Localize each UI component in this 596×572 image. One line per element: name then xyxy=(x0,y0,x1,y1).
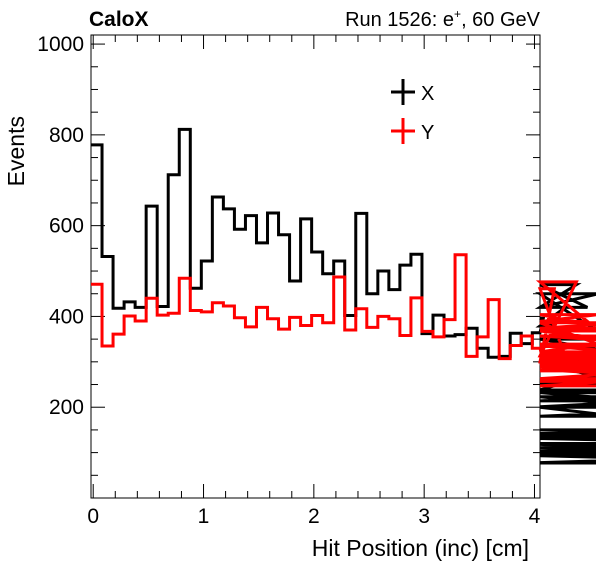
y-tick-label: 1000 xyxy=(37,33,84,56)
legend-label-y: Y xyxy=(421,122,434,144)
legend-label-x: X xyxy=(421,83,434,105)
y-tick-label: 800 xyxy=(49,124,84,147)
x-tick-label: 4 xyxy=(529,505,541,528)
legend: XY xyxy=(391,79,434,144)
axis-ticks xyxy=(91,35,540,498)
brand-label: CaloX xyxy=(89,8,149,31)
x-tick-label: 3 xyxy=(418,505,430,528)
series-layer xyxy=(91,127,596,465)
series-y-line xyxy=(91,253,596,388)
y-tick-label: 600 xyxy=(49,215,84,238)
y-axis-label: Events xyxy=(3,116,29,186)
y-tick-label: 400 xyxy=(49,305,84,328)
x-axis-label: Hit Position (inc) [cm] xyxy=(312,535,529,561)
y-tick-label: 200 xyxy=(49,396,84,419)
x-tick-label: 0 xyxy=(87,505,99,528)
run-info-label: Run 1526: e+, 60 GeV xyxy=(345,7,541,31)
series-x-line xyxy=(91,127,596,465)
x-tick-label: 1 xyxy=(198,505,210,528)
tick-labels: 0 1 2 3 4 200 400 600 800 1000 xyxy=(37,33,540,528)
x-tick-label: 2 xyxy=(308,505,320,528)
plot-frame xyxy=(90,34,541,499)
